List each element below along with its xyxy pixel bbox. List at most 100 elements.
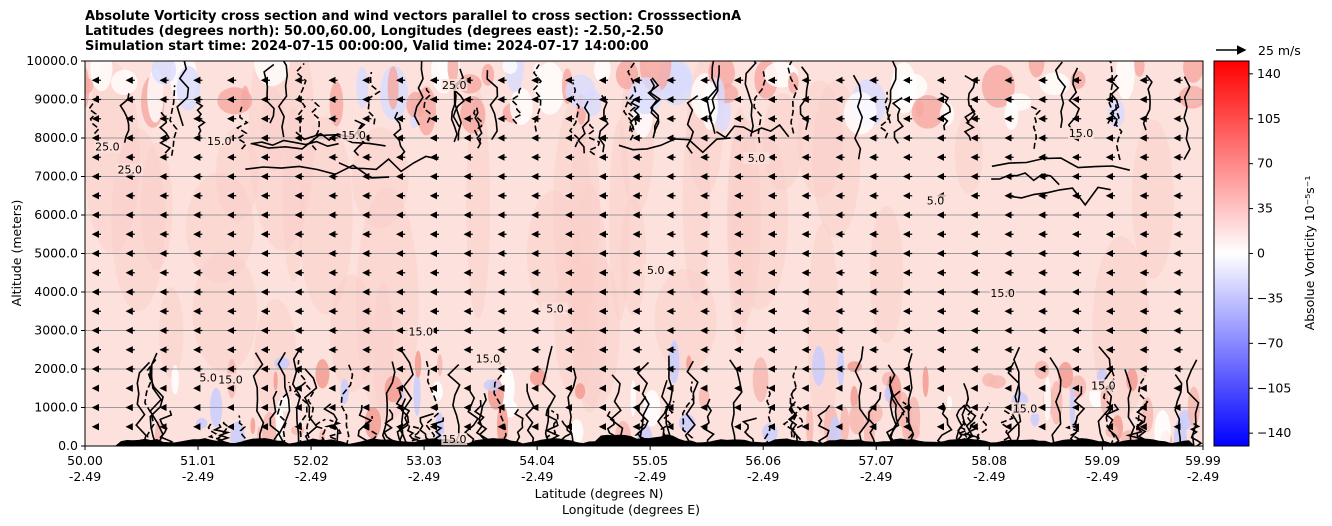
field-patch bbox=[111, 69, 138, 96]
x-tick-label-lon: -2.49 bbox=[1187, 469, 1219, 484]
contour-line bbox=[493, 361, 507, 446]
field-patch bbox=[230, 421, 246, 446]
x-axis-label-latitude: Latitude (degrees N) bbox=[535, 486, 664, 501]
contour-label: 15.0 bbox=[218, 373, 243, 386]
field-patch bbox=[1183, 61, 1203, 83]
field-patch bbox=[840, 406, 850, 443]
x-tick-label-lat: 51.01 bbox=[180, 453, 216, 468]
contour-line bbox=[1054, 61, 1067, 129]
contour-line bbox=[955, 383, 970, 446]
contour-line bbox=[338, 155, 439, 173]
x-tick-label-lat: 57.07 bbox=[858, 453, 894, 468]
field-patch bbox=[727, 107, 753, 347]
field-patch bbox=[437, 354, 443, 376]
colorbar-tick-label: 70 bbox=[1257, 156, 1273, 171]
contour-line bbox=[609, 374, 624, 446]
field-patch bbox=[274, 356, 290, 370]
field-patch bbox=[554, 247, 597, 398]
field-patch bbox=[250, 417, 256, 435]
field-patch bbox=[1069, 385, 1076, 429]
field-patch bbox=[534, 62, 565, 115]
x-tick-label-lon: -2.49 bbox=[860, 469, 892, 484]
x-tick-label-lat: 58.08 bbox=[971, 453, 1007, 468]
contour-line bbox=[744, 61, 757, 137]
contour-line bbox=[577, 100, 590, 154]
field-patch bbox=[215, 127, 259, 222]
contour-line bbox=[235, 106, 249, 150]
field-patch bbox=[196, 418, 208, 429]
contour-line bbox=[647, 77, 660, 139]
contour-label: 5.0 bbox=[647, 264, 665, 277]
field-patch bbox=[85, 62, 140, 254]
contour-line bbox=[867, 391, 882, 446]
field-patch bbox=[1044, 376, 1051, 421]
colorbar-tick-label: 35 bbox=[1257, 201, 1273, 216]
field-patch bbox=[356, 66, 368, 109]
field-patch bbox=[1006, 93, 1032, 111]
x-tick-label-lat: 55.05 bbox=[632, 453, 668, 468]
field-patch bbox=[447, 61, 459, 84]
contour-line bbox=[753, 71, 766, 144]
contour-label-bg bbox=[1012, 402, 1039, 415]
contour-label-bg bbox=[743, 152, 770, 165]
contour-line bbox=[475, 392, 489, 446]
field-patch bbox=[762, 93, 803, 191]
x-tick-label-lon: -2.49 bbox=[634, 469, 666, 484]
contour-line bbox=[976, 402, 991, 446]
contour-label-bg bbox=[1068, 127, 1095, 140]
contour-label: 25.0 bbox=[95, 141, 120, 154]
contour-line bbox=[886, 61, 897, 124]
field-patch bbox=[807, 223, 839, 437]
contour-label-bg bbox=[441, 78, 468, 91]
contour-line bbox=[568, 82, 580, 148]
contour-line bbox=[169, 85, 178, 156]
colorbar-tick-label: −70 bbox=[1257, 335, 1283, 350]
x-tick-label-lat: 53.03 bbox=[406, 453, 442, 468]
contour-label-bg bbox=[206, 134, 233, 147]
contour-line bbox=[251, 133, 386, 150]
field-patch bbox=[355, 187, 419, 423]
field-patch bbox=[988, 375, 1006, 389]
field-patch bbox=[829, 416, 842, 446]
contour-line bbox=[510, 85, 524, 125]
field-patch bbox=[413, 371, 421, 416]
field-patch bbox=[273, 371, 278, 391]
contour-line bbox=[214, 419, 230, 446]
field-patch bbox=[1154, 409, 1171, 446]
y-tick-label: 6000.0 bbox=[34, 207, 78, 222]
contour-label-bg bbox=[407, 325, 434, 338]
contour-line bbox=[303, 367, 318, 446]
field-patch bbox=[849, 404, 865, 435]
contour-label: 5.0 bbox=[748, 152, 766, 165]
contour-line bbox=[545, 409, 559, 446]
contour-line bbox=[887, 364, 898, 446]
field-patch bbox=[594, 61, 611, 83]
contour-line bbox=[936, 402, 953, 446]
contour-line bbox=[176, 61, 190, 127]
contour-line bbox=[452, 85, 465, 128]
contour-line bbox=[598, 94, 609, 153]
contour-line bbox=[622, 61, 637, 132]
contour-line bbox=[1136, 375, 1149, 446]
field-patch bbox=[387, 66, 399, 110]
x-tick-label-lon: -2.49 bbox=[182, 469, 214, 484]
y-axis: 0.0 1000.0 2000.0 3000.0 4000.0 5000.0 6000.0 7… bbox=[26, 53, 85, 453]
colorbar bbox=[1213, 60, 1250, 447]
contour-label-bg bbox=[1090, 379, 1117, 392]
contour-line bbox=[144, 359, 157, 446]
contour-line bbox=[1049, 357, 1062, 446]
field-patch bbox=[364, 406, 382, 439]
x-tick-label-lat: 52.02 bbox=[293, 453, 329, 468]
field-patch bbox=[330, 274, 374, 393]
contour-line bbox=[885, 390, 901, 446]
contour-line bbox=[413, 61, 424, 126]
contour-label-bg bbox=[474, 352, 501, 365]
contour-label: 5.0 bbox=[199, 372, 217, 385]
field-patch bbox=[570, 419, 584, 445]
contour-label: 15.0 bbox=[408, 325, 433, 338]
y-tick-label: 5000.0 bbox=[34, 246, 78, 261]
contour-line bbox=[708, 65, 720, 134]
field-patch bbox=[406, 91, 426, 118]
contour-line bbox=[587, 121, 601, 156]
field-patch bbox=[946, 396, 952, 410]
